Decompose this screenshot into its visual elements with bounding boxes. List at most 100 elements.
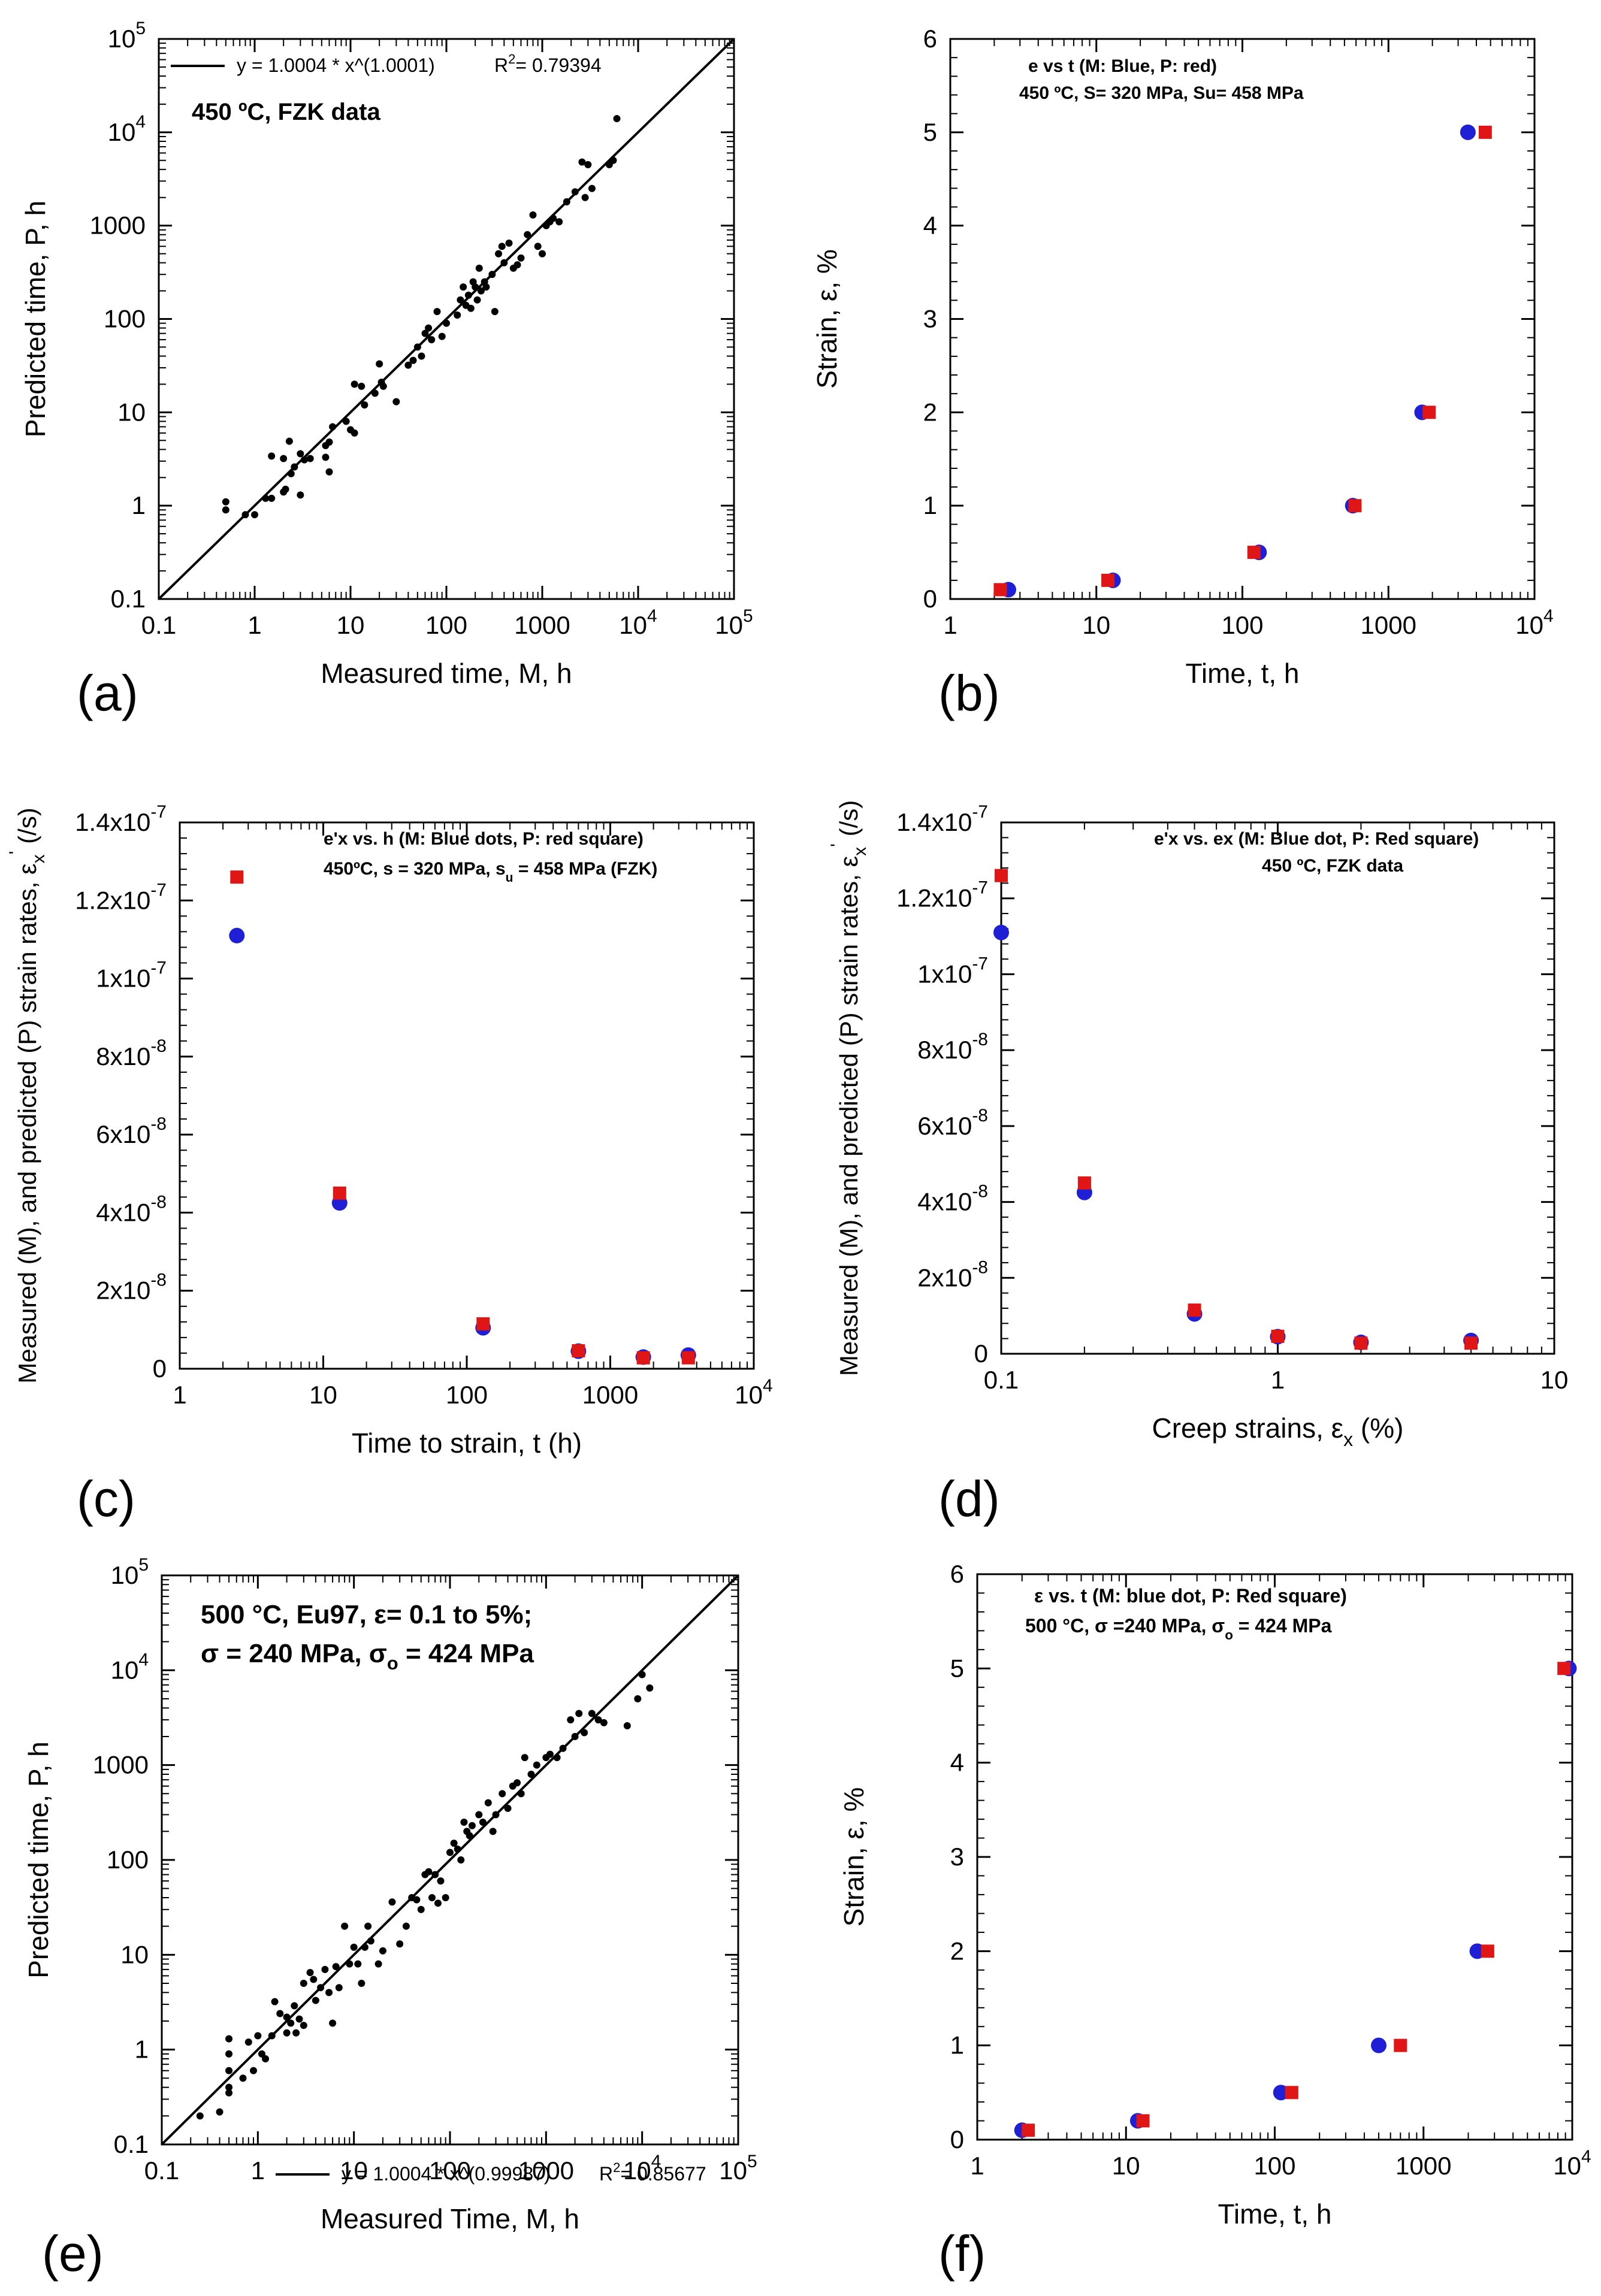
annotation: e vs t (M: Blue, P: red) bbox=[1028, 56, 1217, 76]
y-tick-label: 104 bbox=[111, 1650, 149, 1684]
data-point bbox=[489, 1828, 497, 1835]
data-point bbox=[283, 2013, 291, 2021]
y-tick-label: 1.4x10-7 bbox=[75, 802, 167, 836]
y-tick-label: 105 bbox=[108, 19, 146, 53]
annotation: 450 ºC, S= 320 MPa, Su= 458 MPa bbox=[1019, 83, 1304, 103]
predicted-point bbox=[1022, 2123, 1035, 2137]
data-point bbox=[466, 1832, 473, 1840]
y-axis-label: Measured (M), and predicted (P) strain r… bbox=[6, 807, 49, 1383]
data-point bbox=[325, 1989, 333, 1996]
data-point bbox=[361, 401, 368, 409]
data-point bbox=[329, 423, 337, 431]
data-point bbox=[325, 468, 333, 476]
y-tick-label: 6x10-8 bbox=[96, 1114, 167, 1148]
data-point bbox=[396, 1940, 404, 1948]
y-axis-label: Predicted time, P, h bbox=[23, 1741, 54, 1978]
data-point bbox=[539, 250, 546, 258]
y-tick-label: 6 bbox=[950, 1560, 964, 1588]
data-point bbox=[409, 356, 417, 364]
data-point bbox=[371, 389, 379, 397]
data-point bbox=[335, 1984, 343, 1992]
data-point bbox=[479, 1818, 487, 1826]
y-tick-label: 3 bbox=[923, 305, 937, 333]
predicted-point bbox=[1188, 1303, 1201, 1317]
data-point bbox=[216, 2108, 223, 2116]
x-tick-label: 1 bbox=[251, 2156, 265, 2185]
data-point bbox=[402, 1922, 410, 1930]
x-tick-label: 1000 bbox=[518, 2156, 574, 2185]
y-tick-label: 4x10-8 bbox=[96, 1192, 167, 1226]
predicted-point bbox=[1481, 1944, 1494, 1958]
data-point bbox=[222, 498, 229, 506]
data-point bbox=[613, 115, 621, 123]
data-point bbox=[588, 1710, 596, 1717]
x-tick-label: 100 bbox=[429, 2156, 471, 2185]
panel-label-b: (b) bbox=[938, 665, 1000, 721]
predicted-point bbox=[1478, 125, 1492, 139]
data-point bbox=[321, 1965, 329, 1973]
y-tick-label: 105 bbox=[111, 1555, 149, 1589]
data-point bbox=[351, 429, 358, 437]
panel-e: 0.1 1 10 100 1000 104 105 0.1 1 10 100 1000 104 105 Me… bbox=[0, 1545, 801, 2293]
data-point bbox=[262, 494, 270, 502]
y-tick-label: 6x10-8 bbox=[917, 1106, 988, 1140]
y-tick-label: 6 bbox=[923, 25, 937, 53]
y-tick-label: 100 bbox=[107, 1846, 149, 1874]
data-point bbox=[325, 438, 333, 446]
y-tick-label: 0.1 bbox=[114, 2130, 149, 2158]
x-axis-label: Measured Time, M, h bbox=[321, 2203, 579, 2234]
data-point bbox=[428, 336, 436, 344]
x-tick-label: 105 bbox=[719, 2152, 757, 2185]
y-tick-label: 1 bbox=[923, 491, 937, 519]
y-tick-label: 10 bbox=[120, 1940, 149, 1968]
data-point bbox=[567, 1716, 575, 1724]
data-point bbox=[358, 1979, 365, 1987]
x-axis-label: Time, t, h bbox=[1186, 658, 1300, 689]
x-tick-label: 0.1 bbox=[141, 611, 176, 639]
data-point bbox=[546, 1750, 554, 1758]
y-tick-label: 1.4x10-7 bbox=[896, 802, 988, 836]
x-tick-label: 10 bbox=[340, 2156, 368, 2185]
predicted-point bbox=[1285, 2086, 1298, 2100]
x-tick-label: 1000 bbox=[582, 1381, 638, 1409]
data-point bbox=[559, 1744, 567, 1752]
x-tick-label: 1000 bbox=[1395, 2152, 1451, 2180]
panel-f: 1 10 100 1000 104 0 1 2 3 4 5 6 Time, t, h Strain, ε,… bbox=[801, 1545, 1601, 2293]
data-point bbox=[600, 1719, 608, 1726]
chart-c: 1 10 100 1000 104 0 2x10-8 4x10-8 6x10-8 8x10-8 1x… bbox=[6, 802, 773, 1459]
predicted-point bbox=[476, 1317, 490, 1331]
predicted-point bbox=[230, 870, 244, 884]
data-point bbox=[350, 1943, 358, 1951]
y-tick-label: 100 bbox=[104, 305, 146, 333]
predicted-point bbox=[1354, 1336, 1368, 1350]
data-point bbox=[306, 455, 314, 462]
predicted-point bbox=[1271, 1329, 1285, 1343]
data-point bbox=[291, 463, 298, 471]
annotation: 450ºC, s = 320 MPa, su = 458 MPa (FZK) bbox=[324, 859, 657, 885]
predicted-point bbox=[1422, 406, 1436, 419]
data-point bbox=[513, 1779, 521, 1787]
data-point bbox=[404, 361, 412, 369]
data-point bbox=[249, 2067, 257, 2074]
x-tick-label: 1000 bbox=[514, 611, 570, 639]
x-axis-label: Measured time, M, h bbox=[321, 658, 572, 689]
measured-point bbox=[229, 927, 245, 943]
x-tick-label: 104 bbox=[735, 1376, 772, 1409]
predicted-point bbox=[333, 1186, 346, 1200]
y-tick-label: 8x10-8 bbox=[96, 1036, 167, 1070]
y-tick-label: 8x10-8 bbox=[917, 1030, 988, 1064]
x-tick-label: 100 bbox=[1253, 2152, 1295, 2180]
data-point bbox=[418, 352, 425, 360]
panel-label-c: (c) bbox=[77, 1471, 135, 1527]
data-point bbox=[271, 1998, 279, 2005]
legend-label: y = 1.0004 * x^(1.0001) bbox=[237, 55, 435, 76]
x-tick-label: 0.1 bbox=[984, 1366, 1019, 1394]
y-tick-label: 0 bbox=[974, 1339, 988, 1368]
data-point bbox=[367, 1937, 374, 1945]
data-point bbox=[306, 1968, 314, 1976]
panel-c: 1 10 100 1000 104 0 2x10-8 4x10-8 6x10-8 8x10-8 1x… bbox=[0, 779, 801, 1539]
data-point bbox=[297, 491, 304, 499]
predicted-point bbox=[1348, 499, 1362, 513]
data-point bbox=[225, 2050, 233, 2058]
predicted-point bbox=[1464, 1336, 1478, 1350]
